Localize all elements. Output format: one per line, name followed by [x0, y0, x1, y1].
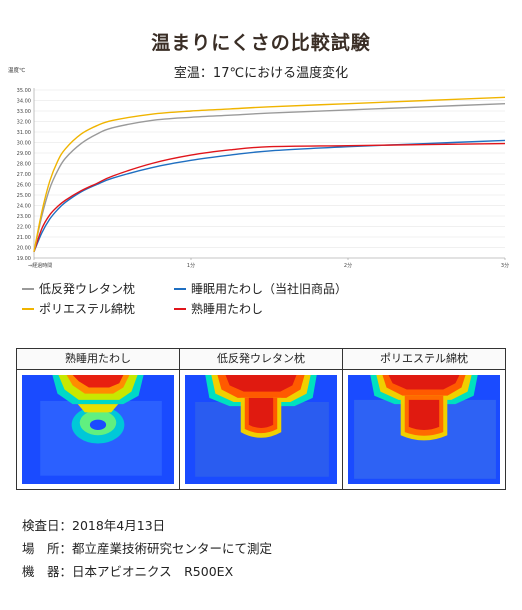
legend-label: ポリエステル綿枕: [39, 302, 136, 316]
x-tick-label: ⇒経過時間: [28, 262, 52, 269]
x-tick-label: 2分: [344, 262, 352, 269]
series-line-blue: [33, 139, 506, 252]
legend-swatch: [22, 287, 34, 290]
thermal-image-2: [185, 375, 337, 484]
page-title: 温まりにくさの比較試験: [151, 32, 371, 54]
legend-item-gray: 低反発ウレタン枕: [22, 280, 135, 297]
x-tick-label: 3分: [501, 262, 509, 269]
thermo-cell: ポリエステル綿枕: [343, 349, 505, 489]
thermography-comparison-table: 熟睡用たわし 低反発ウレタン枕: [16, 348, 506, 490]
test-date: 検査日：2018年4月13日: [22, 518, 166, 533]
y-tick-label: 27.00: [17, 172, 31, 178]
y-tick-label: 26.00: [17, 182, 31, 188]
series-line-gray: [33, 102, 506, 252]
legend-swatch: [174, 307, 186, 310]
y-tick-label: 21.00: [17, 235, 31, 241]
legend-item-blue: 睡眠用たわし（当社旧商品）: [174, 280, 347, 297]
y-tick-label: 23.00: [17, 214, 31, 220]
thermal-image-3: [348, 375, 500, 484]
thermo-cell: 低反発ウレタン枕: [180, 349, 343, 489]
thermo-label: ポリエステル綿枕: [343, 349, 505, 370]
y-tick-label: 28.00: [17, 161, 31, 167]
y-tick-label: 31.00: [17, 130, 31, 136]
legend-label: 熟睡用たわし: [191, 302, 264, 316]
y-tick-label: 19.00: [17, 256, 31, 262]
y-tick-label: 20.00: [17, 245, 31, 251]
chart-subtitle: 室温：17℃における温度変化: [173, 66, 349, 81]
y-tick-label: 22.00: [17, 224, 31, 230]
test-location: 場 所：都立産業技術研究センターにて測定: [22, 541, 273, 556]
thermal-image-1: [22, 375, 174, 484]
legend-swatch: [174, 287, 186, 290]
legend-swatch: [22, 307, 34, 310]
series-line-red: [33, 142, 506, 252]
y-tick-label: 33.00: [17, 109, 31, 115]
y-tick-label: 32.00: [17, 119, 31, 125]
legend-item-red: 熟睡用たわし: [174, 300, 263, 317]
y-tick-label: 35.00: [17, 88, 31, 94]
series-line-yellow: [33, 96, 506, 252]
legend-label: 低反発ウレタン枕: [39, 282, 136, 296]
thermo-cell: 熟睡用たわし: [17, 349, 180, 489]
test-device: 機 器：日本アビオニクス R500EX: [22, 564, 234, 579]
y-tick-label: 25.00: [17, 193, 31, 199]
x-tick-label: 1分: [187, 262, 195, 269]
y-tick-label: 34.00: [17, 98, 31, 104]
y-axis-label: 温度℃: [8, 66, 25, 74]
legend-item-yellow: ポリエステル綿枕: [22, 300, 135, 317]
thermo-label: 低反発ウレタン枕: [180, 349, 342, 370]
thermo-label: 熟睡用たわし: [17, 349, 179, 370]
legend-label: 睡眠用たわし（当社旧商品）: [191, 282, 348, 296]
temperature-line-chart: 温度℃ 19.00 20.00 21.00 22.00 23.00 24.00 25.00 26…: [8, 66, 509, 269]
y-tick-label: 29.00: [17, 151, 31, 157]
y-tick-label: 30.00: [17, 140, 31, 146]
y-tick-label: 24.00: [17, 203, 31, 209]
